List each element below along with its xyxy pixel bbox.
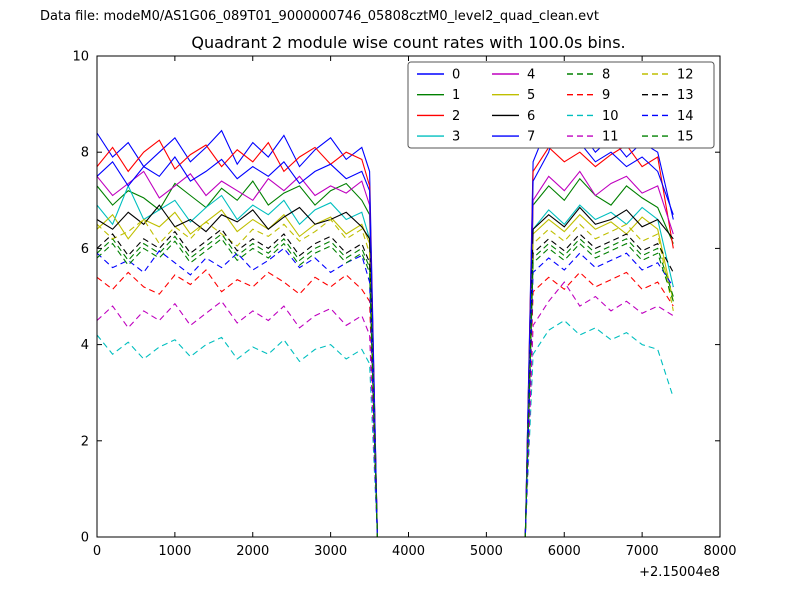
y-tick-label: 0 (81, 531, 89, 546)
legend-entry-6: 6 (492, 109, 535, 124)
legend-entry-1: 1 (417, 88, 460, 103)
series-line-15 (96, 238, 674, 538)
legend-entry-2: 2 (417, 109, 460, 124)
series-line-7 (96, 87, 674, 538)
x-tick-label: 7000 (626, 544, 659, 559)
x-axis: 0 1000 2000 3000 4000 5000 6000 7000 8000 +2.1500… (93, 56, 737, 580)
legend-entry-11: 11 (567, 130, 619, 145)
y-tick-label: 6 (81, 242, 89, 257)
series-line-3 (96, 184, 674, 538)
series-line-2 (96, 139, 674, 538)
series-line-8 (96, 233, 674, 538)
series-line-5 (96, 209, 674, 538)
legend-label: 8 (602, 68, 610, 83)
legend-entry-10: 10 (567, 109, 619, 124)
legend-entry-13: 13 (642, 88, 694, 103)
legend-entry-12: 12 (642, 68, 694, 83)
legend-entry-8: 8 (567, 68, 610, 83)
legend-entry-3: 3 (417, 130, 460, 145)
legend-label: 6 (527, 109, 535, 124)
data-file-label: Data file: modeM0/AS1G06_089T01_90000007… (40, 9, 599, 24)
x-axis-offset-label: +2.15004e8 (639, 565, 720, 580)
legend-label: 1 (452, 88, 460, 103)
y-tick-label: 10 (72, 50, 89, 65)
legend-label: 0 (452, 68, 460, 83)
series-line-0 (96, 122, 674, 538)
series-line-1 (96, 177, 674, 538)
legend-label: 14 (677, 109, 694, 124)
legend-label: 2 (452, 109, 460, 124)
legend-label: 5 (527, 88, 535, 103)
legend-label: 10 (602, 109, 619, 124)
legend-entry-4: 4 (492, 68, 535, 83)
legend-entry-15: 15 (642, 130, 694, 145)
y-tick-label: 8 (81, 146, 89, 161)
y-tick-label: 2 (81, 434, 89, 449)
series-line-6 (96, 204, 674, 538)
legend-label: 11 (602, 130, 619, 145)
legend-label: 3 (452, 130, 460, 145)
x-tick-label: 8000 (703, 544, 736, 559)
series-line-14 (96, 247, 674, 538)
x-tick-label: 1000 (158, 544, 191, 559)
x-tick-label: 3000 (314, 544, 347, 559)
series-line-13 (96, 228, 674, 538)
legend-label: 15 (677, 130, 694, 145)
x-tick-label: 0 (93, 544, 101, 559)
legend-entry-5: 5 (492, 88, 535, 103)
y-tick-label: 4 (81, 338, 89, 353)
legend-entry-7: 7 (492, 130, 535, 145)
legend-label: 12 (677, 68, 694, 83)
legend-label: 9 (602, 88, 610, 103)
legend-entry-9: 9 (567, 88, 610, 103)
x-tick-label: 4000 (392, 544, 425, 559)
legend-box (407, 61, 715, 149)
legend-label: 7 (527, 130, 535, 145)
legend-entry-0: 0 (417, 68, 460, 83)
chart-title: Quadrant 2 module wise count rates with … (191, 33, 626, 52)
series-line-10 (96, 319, 674, 538)
series-line-11 (96, 281, 674, 538)
series-line-9 (96, 269, 674, 538)
legend-label: 13 (677, 88, 694, 103)
legend-label: 4 (527, 68, 535, 83)
x-tick-label: 2000 (236, 544, 269, 559)
x-tick-label: 6000 (548, 544, 581, 559)
series-line-12 (96, 218, 674, 538)
series-line-4 (96, 170, 674, 538)
legend-entry-14: 14 (642, 109, 694, 124)
series-lines (96, 87, 674, 538)
x-tick-label: 5000 (470, 544, 503, 559)
